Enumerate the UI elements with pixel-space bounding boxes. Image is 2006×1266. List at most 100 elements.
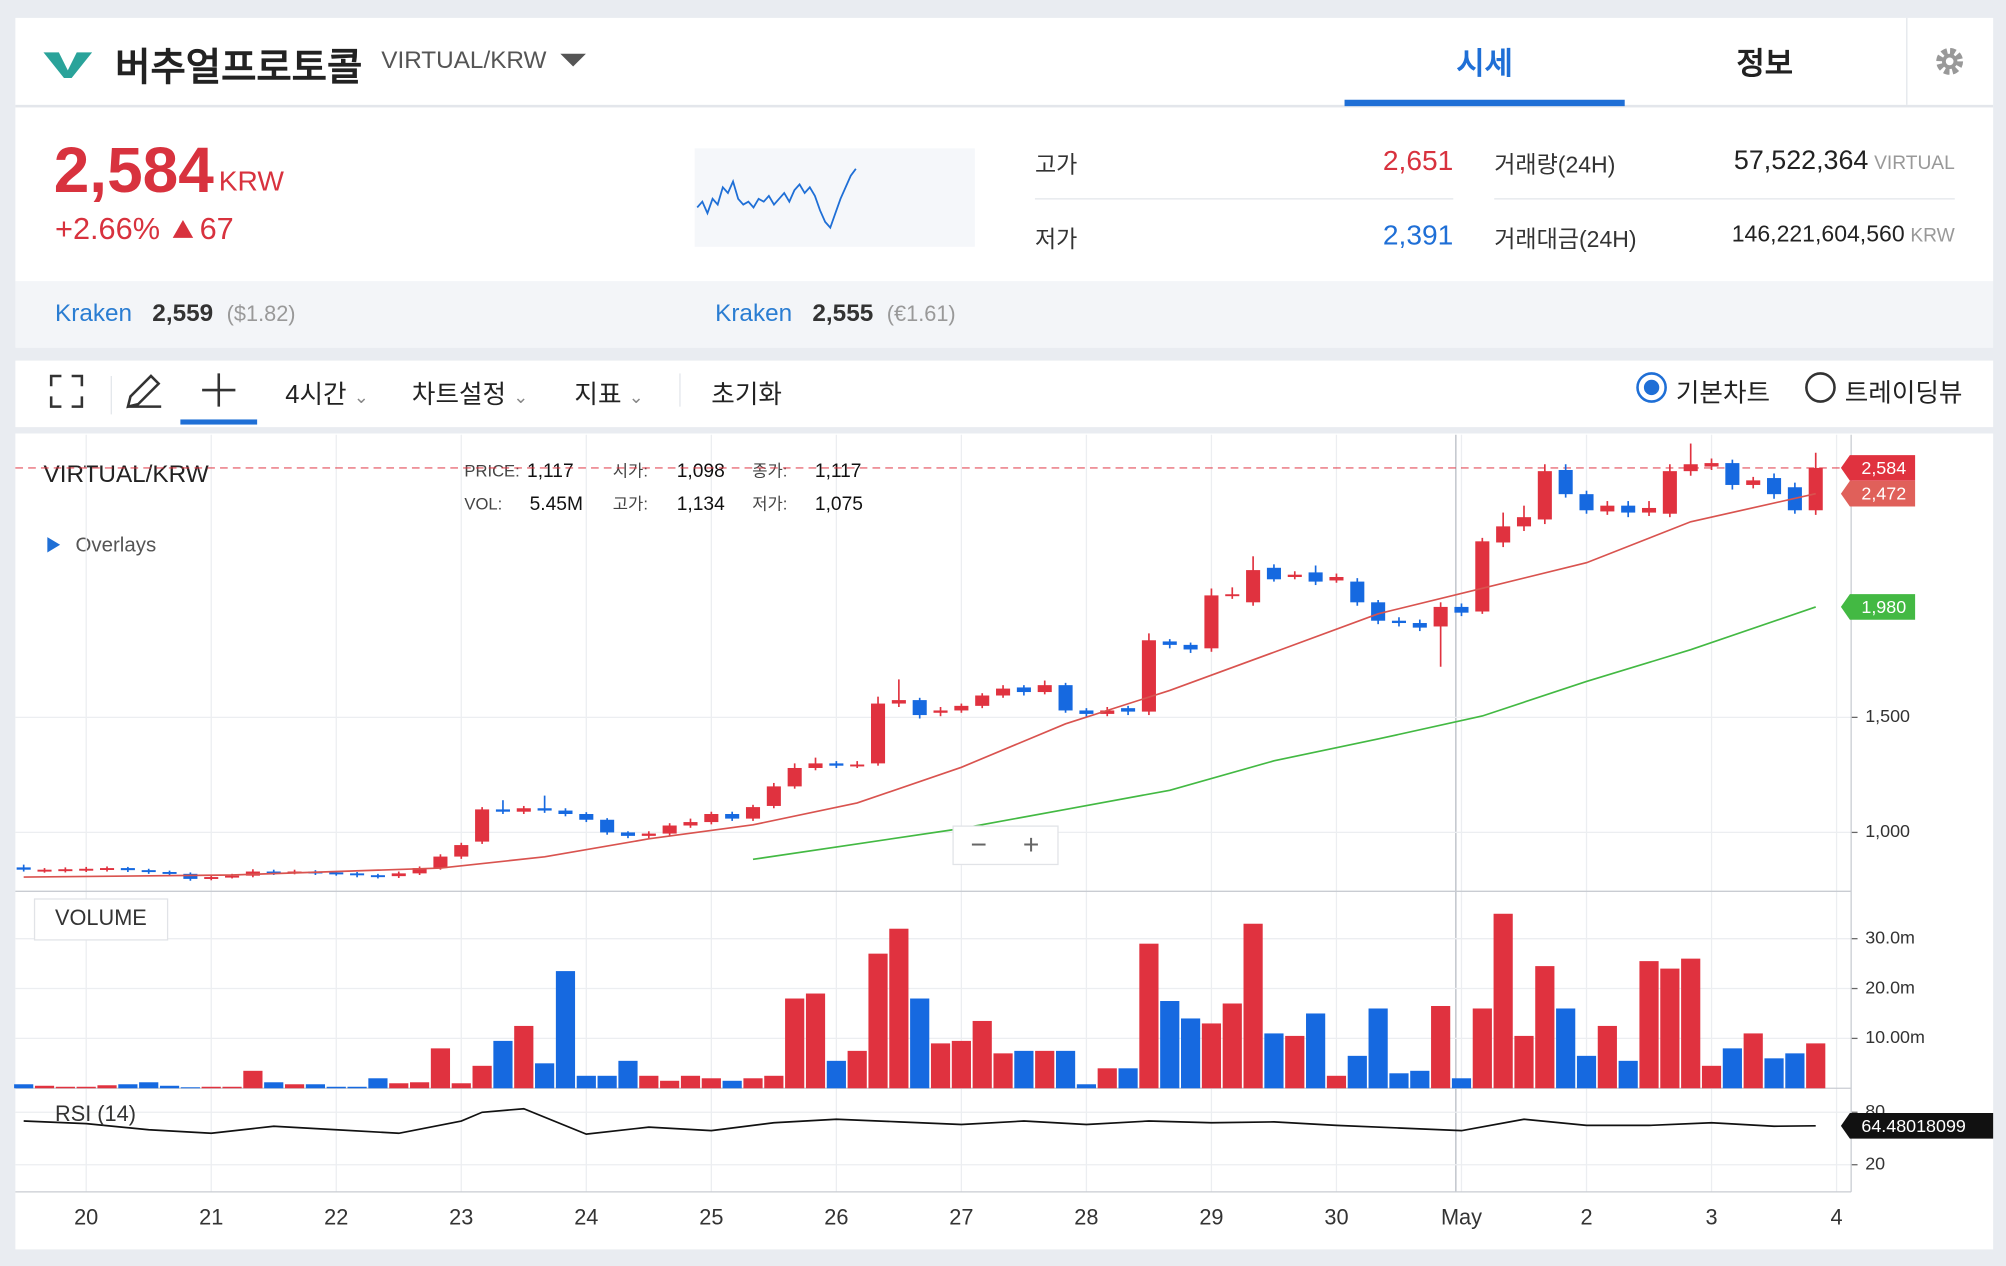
- volume-bar: [743, 1078, 763, 1089]
- candle-body: [141, 870, 156, 873]
- volume-bar: [76, 1086, 96, 1089]
- radio[interactable]: [1804, 371, 1837, 404]
- stat-row: 146,221,604,560 KRW: [1732, 221, 1955, 248]
- dropdown-arrow[interactable]: [559, 51, 587, 69]
- radio-checked[interactable]: [1635, 371, 1668, 404]
- settings-icon[interactable]: [1933, 45, 1966, 78]
- x-tick-label: 21: [199, 1204, 223, 1229]
- info-label: 종가:: [752, 461, 787, 480]
- indicator-select[interactable]: 지표 ⌄: [574, 381, 644, 410]
- x-tick-label: 20: [74, 1204, 98, 1229]
- info-label: 저가:: [752, 495, 787, 514]
- volume-bar: [1743, 1033, 1763, 1089]
- logo: [43, 52, 93, 79]
- candle-body: [1391, 620, 1407, 624]
- candle-body: [1183, 644, 1198, 650]
- volume-bar: [201, 1086, 221, 1089]
- info-value: 1,075: [815, 494, 863, 515]
- price-unit: KRW: [218, 164, 284, 197]
- zoom-out[interactable]: −: [970, 829, 986, 860]
- volume-bar: [347, 1086, 367, 1089]
- candle-body: [1287, 574, 1302, 577]
- overlays-toggle[interactable]: [47, 537, 61, 553]
- volume-bar: [1618, 1060, 1638, 1089]
- candle-body: [183, 873, 198, 879]
- candle-body: [829, 763, 844, 766]
- volume-bar: [889, 928, 909, 1089]
- candle-body: [454, 845, 469, 857]
- candle-body: [558, 810, 573, 815]
- volume-bar: [14, 1084, 34, 1089]
- interval-select[interactable]: 4시간 ⌄: [285, 381, 369, 410]
- divider: [1494, 198, 1955, 200]
- view-option[interactable]: 기본차트: [1675, 379, 1771, 408]
- volume-bar: [847, 1050, 867, 1089]
- header-panel: [15, 17, 1994, 282]
- candle-body: [433, 856, 448, 869]
- reset-button[interactable]: 초기화: [711, 381, 782, 410]
- x-tick-label: 25: [699, 1204, 723, 1229]
- volume-bar: [1264, 1033, 1284, 1089]
- candle-body: [1600, 505, 1615, 512]
- volume-bar: [722, 1080, 742, 1089]
- rsi-badge: [1840, 1113, 1994, 1139]
- candle-body: [412, 868, 427, 874]
- candle-body: [1371, 602, 1386, 621]
- candle-body: [266, 871, 281, 874]
- volume-bar: [1222, 1003, 1242, 1089]
- exchange: Kraken 2,555 (€1.61): [715, 301, 956, 329]
- volume-bar: [1160, 1001, 1180, 1089]
- candle-body: [1683, 464, 1698, 472]
- overlays-label[interactable]: Overlays: [75, 533, 156, 556]
- volume-bar: [868, 953, 888, 1089]
- candle-body: [1454, 606, 1469, 613]
- stat-row: 57,522,364 VIRTUAL: [1734, 146, 1955, 177]
- candle-body: [16, 867, 31, 870]
- change-percent: +2.66%: [55, 212, 161, 247]
- x-tick-label: 29: [1199, 1204, 1223, 1229]
- info-label: 고가:: [613, 495, 648, 514]
- zoom-controls: [952, 825, 1059, 866]
- exchange-converted: ($1.82): [226, 301, 296, 327]
- candle-body: [1329, 576, 1344, 581]
- stat-unit: KRW: [1910, 225, 1955, 247]
- candle-body: [912, 700, 927, 716]
- view-option[interactable]: 트레이딩뷰: [1844, 379, 1963, 408]
- settings-select[interactable]: 차트설정 ⌄: [411, 381, 529, 410]
- volume-bar: [410, 1082, 430, 1089]
- volume-bar: [1097, 1068, 1117, 1089]
- candle-body: [1496, 526, 1511, 543]
- volume-bar: [430, 1048, 451, 1089]
- y-tick-label: 20.0m: [1865, 977, 1915, 997]
- volume-bar: [243, 1070, 263, 1089]
- candle-body: [683, 822, 698, 826]
- x-tick-label: 28: [1074, 1204, 1098, 1229]
- volume-bar: [1472, 1008, 1492, 1089]
- x-tick-label: 30: [1324, 1204, 1348, 1229]
- sparkline: [694, 148, 975, 247]
- candle-body: [954, 705, 969, 711]
- tab[interactable]: 시세: [1456, 47, 1513, 82]
- candle-body: [1433, 606, 1448, 627]
- volume-bar: [55, 1086, 75, 1089]
- candle-body: [120, 868, 135, 871]
- volume-bar: [1035, 1050, 1055, 1089]
- candle-body: [1516, 517, 1532, 527]
- volume-bar: [1722, 1048, 1742, 1089]
- info-label: VOL:: [464, 495, 502, 514]
- info-value: 1,134: [677, 494, 725, 515]
- candle-body: [162, 871, 177, 874]
- toolbar-icons[interactable]: [46, 368, 276, 427]
- volume-bar: [1639, 961, 1659, 1089]
- zoom-in[interactable]: +: [1023, 829, 1039, 860]
- volume-bar: [389, 1083, 409, 1089]
- candle-body: [1579, 494, 1594, 511]
- tab[interactable]: 정보: [1736, 47, 1794, 82]
- x-tick-label: 27: [949, 1204, 973, 1229]
- volume-bar: [1660, 968, 1680, 1089]
- volume-bar: [1410, 1070, 1430, 1089]
- candle-body: [495, 809, 510, 812]
- candle-body: [1662, 471, 1677, 514]
- volume-bar: [284, 1084, 305, 1089]
